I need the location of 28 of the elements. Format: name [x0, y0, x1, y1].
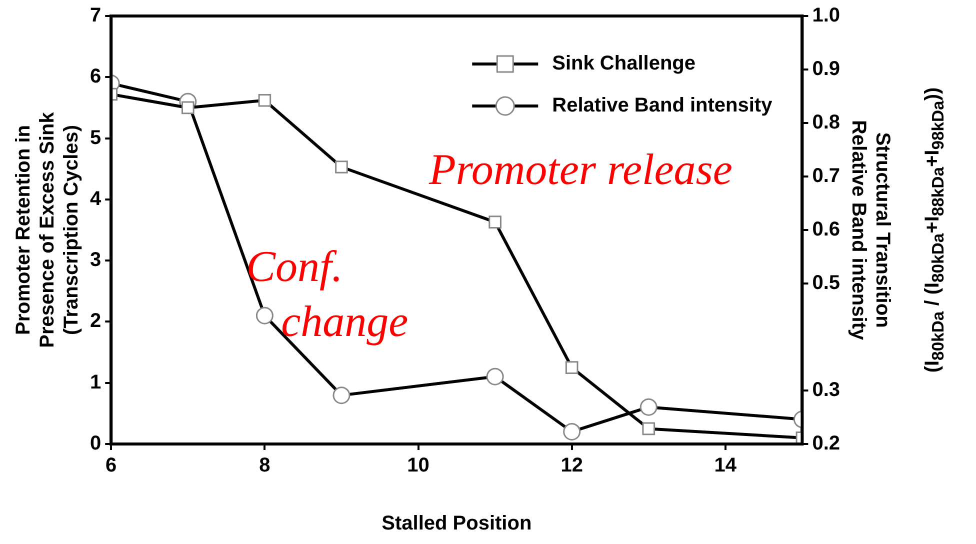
- x-tick-label: 14: [714, 454, 738, 477]
- y-tick-label: 1: [90, 371, 102, 394]
- y-tick-label: 2: [90, 310, 102, 332]
- legend-label: Sink Challenge: [552, 52, 696, 75]
- x-tick-label: 10: [407, 454, 430, 477]
- y2-axis-title: Structural Transition Relative Band intensity: [847, 120, 894, 341]
- y2-tick-label: 0.9: [812, 58, 840, 80]
- y2-tick-label: 0.3: [812, 379, 840, 402]
- y-tick-label: 3: [90, 249, 102, 272]
- x-tick-label: 6: [106, 454, 117, 477]
- x-tick-label: 8: [259, 454, 270, 477]
- y-tick-label: 4: [90, 188, 102, 210]
- y2-tick-label: 0.6: [812, 218, 840, 241]
- y-tick-label: 6: [90, 66, 102, 88]
- y2-tick-label: 0.8: [812, 112, 840, 134]
- y2-tick-label: 0.2: [812, 432, 840, 455]
- y2-tick-label: 0.7: [812, 165, 840, 188]
- y-axis-title: Promoter Retention in Presence of Excess Sink (Transcription Cycles): [12, 111, 83, 348]
- annotation: Promoter release: [428, 145, 732, 194]
- y-tick-label: 7: [90, 4, 102, 27]
- y2-tick-label: 0.5: [812, 272, 840, 294]
- y2-tick-label: 1.0: [812, 4, 840, 27]
- y-tick-label: 5: [90, 126, 102, 149]
- annotation: Conf. change: [246, 242, 408, 346]
- x-tick-label: 12: [560, 454, 583, 477]
- x-axis-title: Stalled Position: [382, 512, 532, 535]
- y-tick-label: 0: [90, 432, 102, 455]
- legend-label: Relative Band intensity: [552, 94, 774, 117]
